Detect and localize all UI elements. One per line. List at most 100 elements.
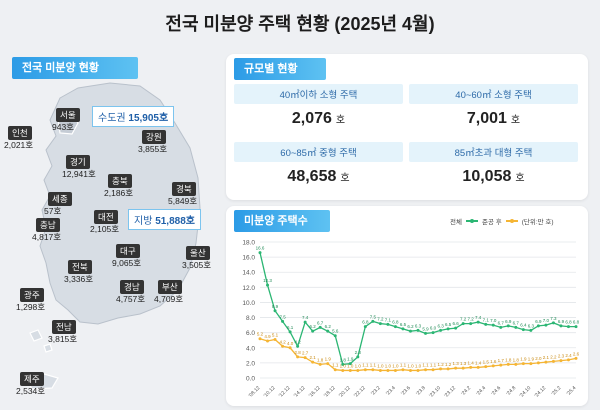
size-cell-40-60: 40~60㎡ 소형 주택 7,001 호 [409,84,578,136]
region-value: 943호 [52,122,75,132]
data-label: 6.3 [415,323,422,328]
data-point [574,325,578,329]
korea-map: 인천 2,021호 서울 943호 강원 3,855호 경기 12,941호 충북 2,186호 경… [0,78,222,410]
data-label: 7.5 [279,314,286,319]
data-label: 6.8 [573,320,580,325]
data-label: 1.0 [392,363,399,368]
data-point [401,327,405,331]
data-point [521,362,525,366]
data-label: 5.6 [332,329,339,334]
data-label: 6.0 [430,326,437,331]
data-label: 6.7 [317,320,324,325]
data-point [281,344,285,348]
legend-total-swatch [465,218,478,223]
data-point [401,368,405,372]
region-value: 4,817호 [32,232,62,242]
data-point [491,364,495,368]
data-label: 6.4 [520,323,527,328]
size-number: 7,001 [466,110,507,127]
data-label: 4.2 [294,339,301,344]
data-point [506,362,510,366]
page-title: 전국 미분양 주택 현황 (2025년 4월) [165,14,435,34]
region-value: 1,298호 [16,302,46,312]
x-tick-label: '24.8 [505,385,517,397]
data-point [529,362,533,366]
data-point [356,368,360,372]
data-point [296,355,300,359]
data-label: 2.2 [550,354,557,359]
size-unit: 호 [515,173,525,184]
region-value: 57호 [44,206,62,216]
size-value: 7,001 호 [467,110,520,128]
y-tick-label: 18.0 [242,240,255,247]
x-tick-label: '24.12 [534,385,548,399]
region-label: 충북 [108,174,132,188]
legend-completed-label: 준공 후 [481,219,502,226]
data-label: 6.2 [407,324,414,329]
data-point [424,368,428,372]
data-label: 1.1 [400,363,407,368]
data-label: 1.9 [528,357,535,362]
data-point [551,321,555,325]
size-value: 48,658 호 [287,168,349,186]
data-label: 7.4 [302,315,309,320]
size-label: 60~85㎡ 중형 주택 [234,142,403,162]
region-label: 경남 [120,280,144,294]
data-label: 1.5 [483,360,490,365]
data-label: 1.1 [362,363,369,368]
data-point [333,368,337,372]
data-point [273,309,277,313]
map-section-heading: 전국 미분양 현황 [12,57,138,79]
data-point [296,344,300,348]
data-label: 7.2 [468,317,475,322]
data-point [393,368,397,372]
y-tick-label: 12.0 [242,285,255,292]
data-label: 5.2 [257,332,264,337]
size-value: 10,058 호 [462,168,524,186]
data-point [469,322,473,326]
data-point [461,366,465,370]
data-label: 1.3 [460,361,467,366]
data-label: 1.1 [370,363,377,368]
data-point [446,327,450,331]
size-number: 2,076 [291,110,332,127]
data-point [386,322,390,326]
data-point [424,331,428,335]
korea-map-shape [25,82,201,390]
size-unit: 호 [335,115,346,126]
data-point [431,331,435,335]
data-label: 2.1 [543,355,550,360]
data-label: 1.4 [475,360,482,365]
data-label: 1.4 [468,360,475,365]
x-tick-label: '23.4 [385,385,397,397]
data-label: 6.1 [287,325,294,330]
region-value: 2,021호 [4,140,34,150]
x-tick-label: '24.4 [475,385,487,397]
data-label: 7.5 [370,314,377,319]
region-label: 강원 [142,130,166,144]
data-label: 7.2 [460,317,467,322]
data-point [484,365,488,369]
data-label: 2.0 [535,356,542,361]
y-tick-label: 6.0 [246,330,255,337]
x-tick-label: '25.4 [566,385,578,397]
data-point [408,329,412,333]
data-label: 7.1 [385,317,392,322]
data-label: 16.6 [256,246,265,251]
data-label: 1.9 [520,357,527,362]
size-grid: 40㎡이하 소형 주택 2,076 호 40~60㎡ 소형 주택 7,001 호 6… [234,84,578,194]
region-label: 제주 [20,372,44,386]
data-label: 7.2 [377,317,384,322]
legend-total-label: 전체 [450,219,462,226]
data-point [386,368,390,372]
data-label: 6.9 [535,319,542,324]
region-label: 인천 [8,126,32,140]
x-tick-label: '24.6 [490,385,502,397]
size-cell-85-over: 85㎡초과 대형 주택 10,058 호 [409,142,578,194]
data-point [378,322,382,326]
size-number: 48,658 [287,168,337,185]
x-tick-label: '14.12 [293,385,307,399]
region-value: 3,505호 [182,260,212,270]
data-point [311,360,315,364]
data-point [363,368,367,372]
